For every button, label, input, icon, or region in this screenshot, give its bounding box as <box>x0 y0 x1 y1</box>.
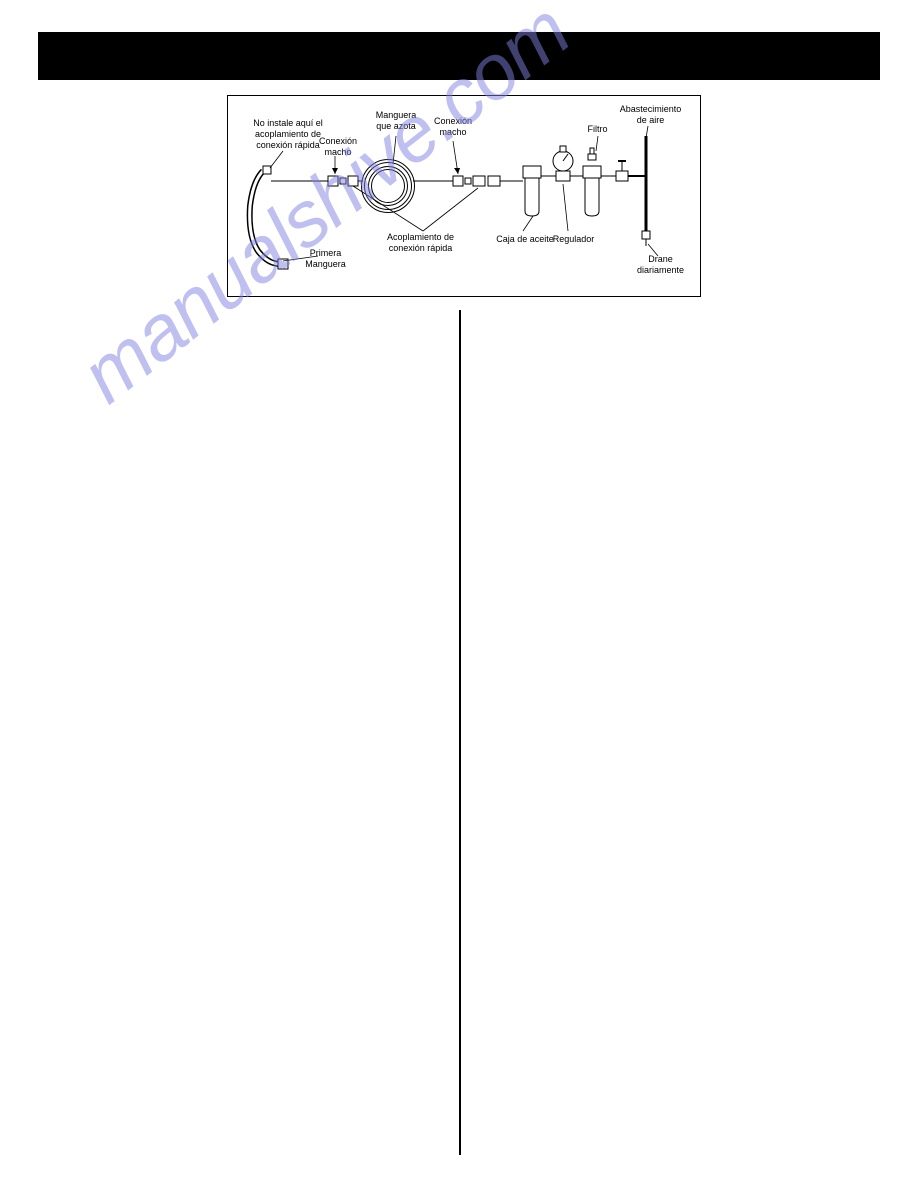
label-text: Conexiónmacho <box>319 136 357 157</box>
header-bar <box>38 32 880 80</box>
label-abastecimiento: Abastecimientode aire <box>608 104 693 126</box>
diagram-container: No instale aquí elacoplamiento deconexió… <box>227 95 701 297</box>
label-text: Regulador <box>553 234 595 244</box>
label-text: Conexiónmacho <box>434 116 472 137</box>
label-text: Dranediariamente <box>637 254 684 275</box>
column-divider <box>459 310 461 1155</box>
label-conexion-macho-2: Conexiónmacho <box>428 116 478 138</box>
label-drane: Dranediariamente <box>628 254 693 276</box>
label-manguera-azota: Mangueraque azota <box>366 110 426 132</box>
label-text: PrimeraManguera <box>305 248 346 269</box>
label-text: Mangueraque azota <box>376 110 417 131</box>
label-acoplamiento: Acoplamiento deconexión rápida <box>373 232 468 254</box>
label-text: Abastecimientode aire <box>620 104 682 125</box>
label-primera-manguera: PrimeraManguera <box>298 248 353 270</box>
label-text: Filtro <box>588 124 608 134</box>
label-text: Acoplamiento deconexión rápida <box>387 232 454 253</box>
label-regulador: Regulador <box>546 234 601 245</box>
label-conexion-macho-1: Conexiónmacho <box>313 136 363 158</box>
